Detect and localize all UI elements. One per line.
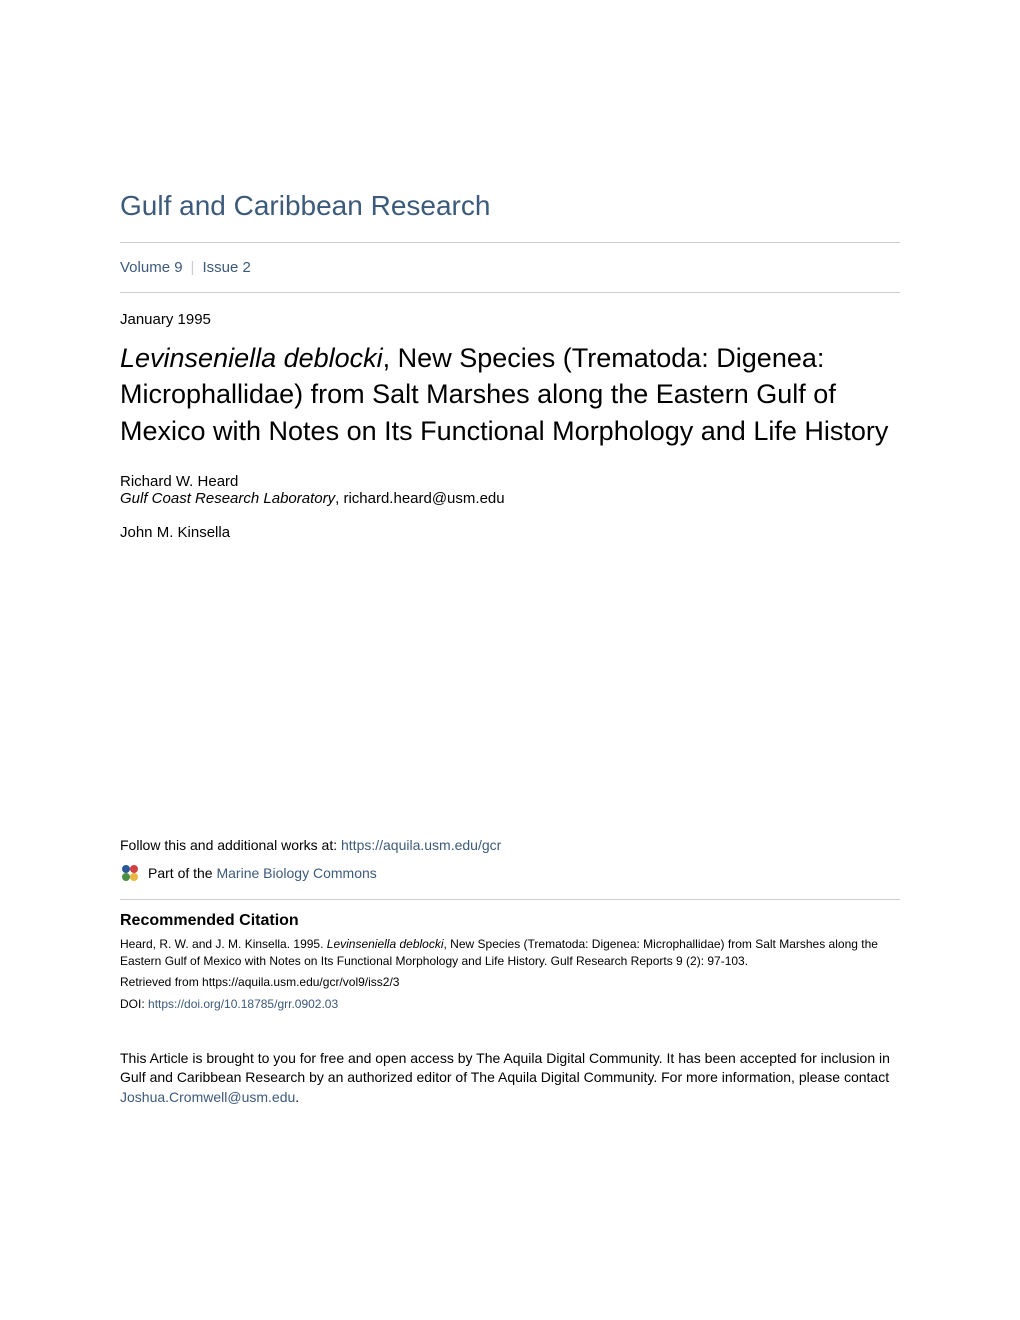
commons-prefix: Part of the — [148, 865, 216, 881]
article-title-italic: Levinseniella deblocki — [120, 343, 383, 373]
footer-contact-link[interactable]: Joshua.Cromwell@usm.edu — [120, 1089, 295, 1105]
article-title: Levinseniella deblocki, New Species (Tre… — [120, 340, 900, 449]
author-affiliation-1: Gulf Coast Research Laboratory — [120, 490, 335, 507]
author-details-1: Gulf Coast Research Laboratory, richard.… — [120, 490, 900, 508]
divider-top — [120, 242, 900, 243]
doi-link[interactable]: https://doi.org/10.18785/grr.0902.03 — [148, 997, 338, 1011]
volume-issue-separator: | — [191, 259, 195, 276]
publication-date: January 1995 — [120, 311, 900, 328]
citation-heading: Recommended Citation — [120, 912, 900, 930]
commons-link[interactable]: Marine Biology Commons — [216, 865, 376, 881]
author-name-2: John M. Kinsella — [120, 524, 900, 541]
footer-part1: This Article is brought to you for free … — [120, 1050, 890, 1086]
citation-retrieved: Retrieved from https://aquila.usm.edu/gc… — [120, 974, 900, 991]
doi-row: DOI: https://doi.org/10.18785/grr.0902.0… — [120, 995, 900, 1013]
author-block-1: Richard W. Heard Gulf Coast Research Lab… — [120, 473, 900, 508]
volume-link[interactable]: Volume 9 — [120, 259, 183, 276]
issue-link[interactable]: Issue 2 — [202, 259, 250, 276]
divider-above-citation — [120, 899, 900, 900]
follow-link[interactable]: https://aquila.usm.edu/gcr — [341, 837, 501, 853]
citation-part1: Heard, R. W. and J. M. Kinsella. 1995. — [120, 937, 327, 951]
author-email-1: richard.heard@usm.edu — [343, 490, 504, 507]
citation-text: Heard, R. W. and J. M. Kinsella. 1995. L… — [120, 936, 900, 970]
footer-text: This Article is brought to you for free … — [120, 1049, 900, 1108]
spacer — [120, 557, 900, 837]
commons-text-container: Part of the Marine Biology Commons — [148, 865, 377, 881]
journal-title-link[interactable]: Gulf and Caribbean Research — [120, 190, 900, 222]
follow-works-text: Follow this and additional works at: htt… — [120, 837, 900, 853]
volume-issue-row: Volume 9 | Issue 2 — [120, 259, 900, 276]
divider-below-volume — [120, 292, 900, 293]
doi-label: DOI: — [120, 997, 148, 1011]
citation-block: Recommended Citation Heard, R. W. and J.… — [120, 912, 900, 1012]
commons-network-icon — [120, 863, 140, 883]
citation-italic: Levinseniella deblocki — [327, 937, 444, 951]
footer-part2: . — [295, 1089, 299, 1105]
commons-row: Part of the Marine Biology Commons — [120, 863, 900, 883]
author-name-1: Richard W. Heard — [120, 473, 900, 490]
follow-prefix: Follow this and additional works at: — [120, 837, 341, 853]
author-block-2: John M. Kinsella — [120, 524, 900, 541]
